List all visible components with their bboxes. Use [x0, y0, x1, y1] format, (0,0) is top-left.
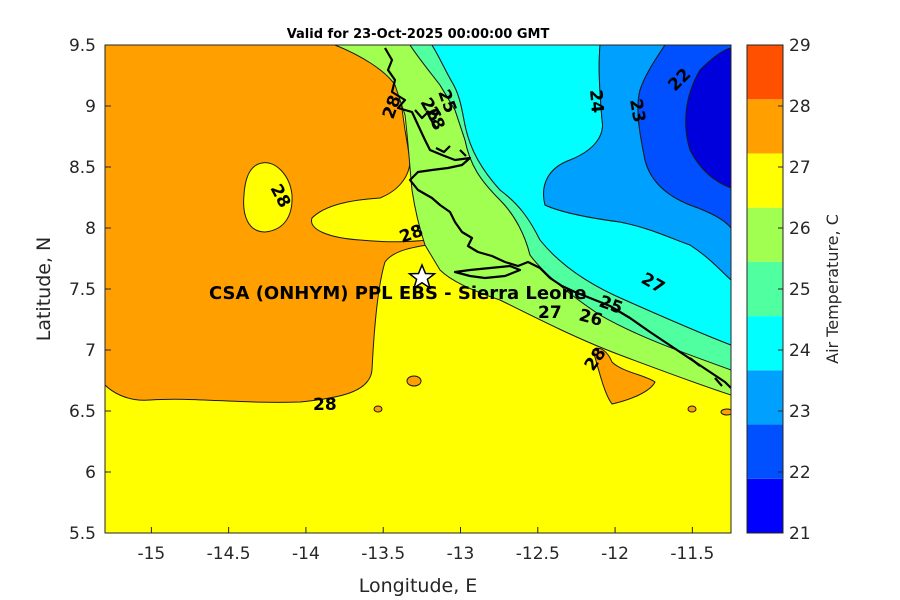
- coastline-islands: [414, 109, 723, 387]
- contour-label-24: 24: [585, 89, 607, 114]
- site-star-icon: [407, 263, 437, 290]
- colorbar-segment: [747, 153, 783, 208]
- x-tick-label: -14.5: [207, 544, 251, 564]
- x-tick-label: -14: [292, 544, 320, 564]
- y-tick-label: 7: [85, 341, 96, 361]
- map-title: Valid for 23-Oct-2025 00:00:00 GMT: [287, 27, 550, 42]
- y-tick-label: 8: [85, 219, 96, 239]
- x-tick-label: -15: [137, 544, 165, 564]
- contour-label-28-south: 28: [313, 395, 337, 415]
- colorbar-tick-label: 25: [789, 280, 811, 300]
- coastline: [384, 47, 731, 389]
- contour-label-23: 23: [625, 97, 649, 124]
- y-tick-label: 5.5: [69, 524, 96, 544]
- coastline-inlet: [453, 264, 522, 280]
- colorbar-segment: [747, 316, 783, 371]
- band-28-29-dot-4: [720, 408, 731, 416]
- colorbar-segment: [747, 424, 783, 479]
- x-tick-label: -11.5: [670, 544, 714, 564]
- colorbar-segment: [747, 478, 783, 533]
- colorbar-tick-label: 21: [789, 524, 811, 544]
- colorbar: 29 28 27 26 25 24 23 22 21: [746, 36, 811, 544]
- x-axis: -15 -14.5 -14 -13.5 -13 -12.5 -12 -11.5: [137, 527, 714, 564]
- map-plot-area: 28 28 28 28 25 26 28 24 23 22 27 27 26 2…: [105, 45, 731, 533]
- colorbar-tick-label: 24: [789, 341, 811, 361]
- x-tick-label: -12.5: [516, 544, 560, 564]
- y-tick-label: 7.5: [69, 280, 96, 300]
- colorbar-segment: [747, 261, 783, 317]
- colorbar-tick-label: 22: [789, 463, 811, 483]
- x-axis-label: Longitude, E: [359, 575, 478, 597]
- colorbar-tick-label: 26: [789, 219, 811, 239]
- y-tick-label: 9.5: [69, 36, 96, 56]
- band-28-29-dot-1: [406, 375, 422, 387]
- colorbar-segment: [747, 370, 783, 425]
- colorbar-segment: [747, 99, 783, 154]
- colorbar-tick-label: 29: [789, 36, 811, 56]
- colorbar-tick-label: 23: [789, 402, 811, 422]
- y-tick-label: 9: [85, 97, 96, 117]
- colorbar-segment: [747, 207, 783, 262]
- contour-label-27-south: 27: [538, 303, 562, 323]
- y-axis-label: Latitude, N: [33, 237, 55, 342]
- colorbar-segment: [747, 45, 783, 100]
- band-21-22: [685, 47, 731, 189]
- band-28-29-dot-2: [373, 405, 383, 413]
- y-axis: 9.5 9 8.5 8 7.5 7 6.5 6 5.5: [69, 36, 111, 544]
- y-tick-label: 8.5: [69, 158, 96, 178]
- colorbar-tick-label: 27: [789, 158, 811, 178]
- site-label: CSA (ONHYM) PPL EBS - Sierra Leone: [209, 283, 586, 304]
- colorbar-label: Air Temperature, C: [823, 214, 842, 364]
- x-tick-label: -13.5: [361, 544, 405, 564]
- band-27-28-island: [243, 162, 293, 233]
- band-28-29-dot-3: [687, 405, 697, 413]
- y-tick-label: 6: [85, 463, 96, 483]
- y-tick-label: 6.5: [69, 402, 96, 422]
- x-tick-label: -13: [447, 544, 475, 564]
- band-28-29-southeast: [592, 347, 656, 405]
- x-tick-label: -12: [601, 544, 629, 564]
- colorbar-tick-label: 28: [789, 97, 811, 117]
